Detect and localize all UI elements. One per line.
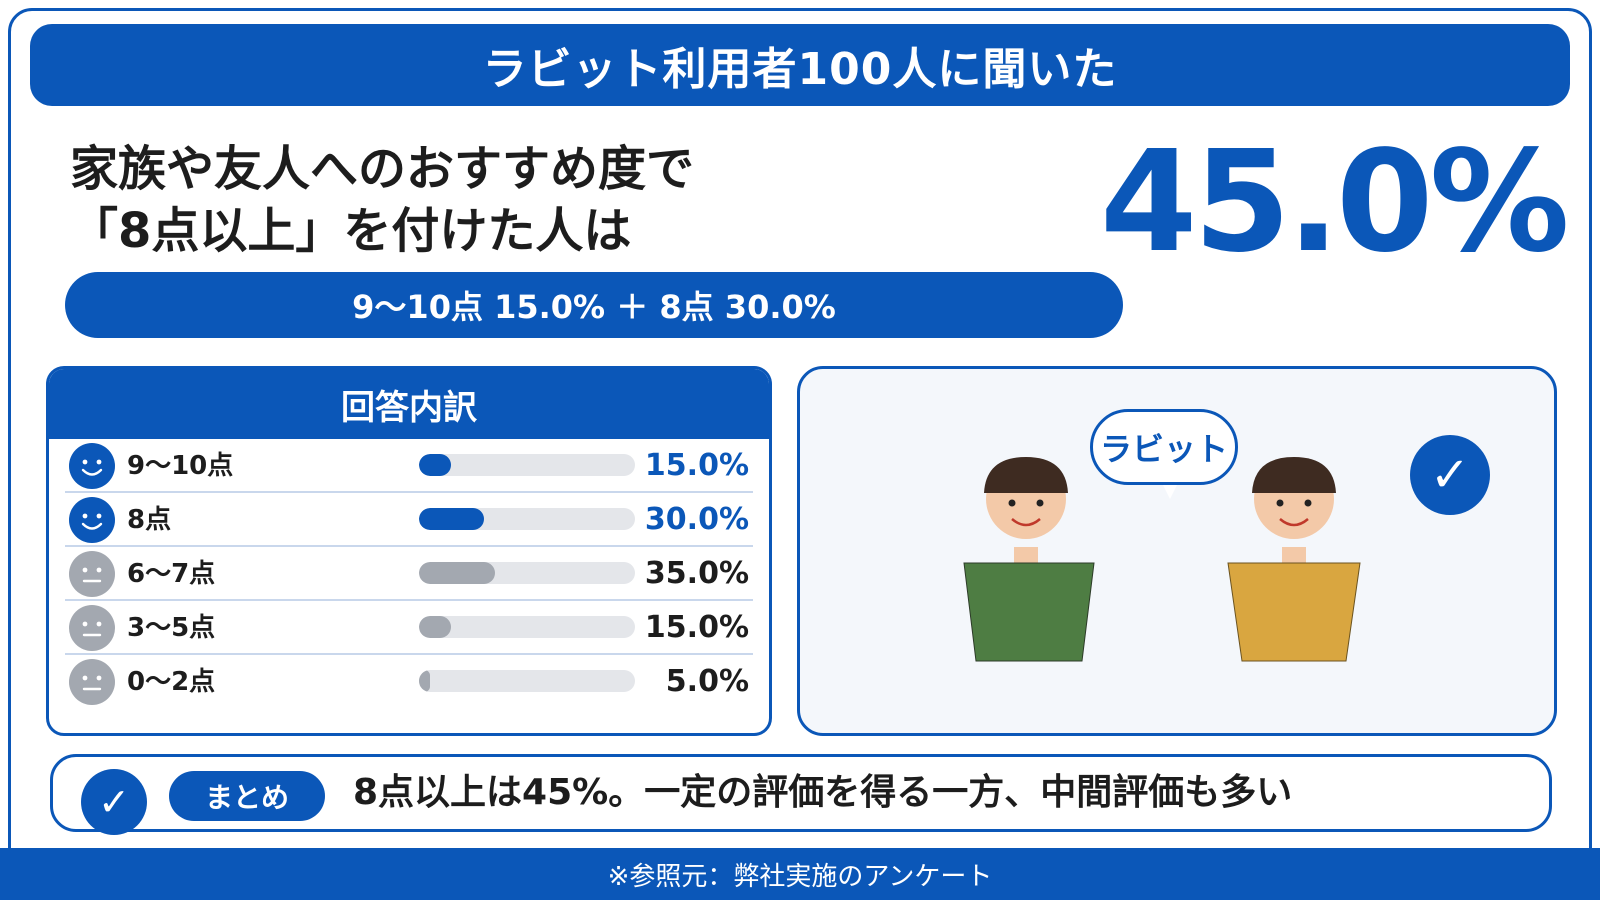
bar-track [419,562,635,584]
headline: 家族や友人へのおすすめ度で 「8点以上」を付けた人は [70,138,1110,262]
breakdown-row: 3〜5点 15.0% [65,601,753,655]
title-banner: ラビット利用者100人に聞いた [30,24,1570,106]
summary-text: 8点以上は45%。一定の評価を得る一方、中間評価も多い [353,772,1293,813]
check-icon: ✓ [1410,435,1490,515]
bubble-tail [1162,483,1178,499]
value-label: 15.0% [644,610,749,645]
smile-face-icon [69,497,115,543]
speech-bubble-label: ラビット [1099,430,1228,468]
footer-source-text: ※参照元：弊社実施のアンケート [607,861,993,892]
smile-face-icon [69,443,115,489]
bar-fill [419,562,495,584]
breakdown-row: 0〜2点 5.0% [65,655,753,709]
person-right [1227,457,1361,662]
person-right-hair [1252,457,1336,493]
bar-track [419,616,635,638]
bar-track [419,508,635,530]
bar-fill [419,454,452,476]
bar-fill [419,616,452,638]
summary-tag-label: まとめ [204,781,289,814]
person-left-hair [984,457,1068,493]
category-label: 8点 [127,505,172,535]
summary-bar: ✓ まとめ 8点以上は45%。一定の評価を得る一方、中間評価も多い [50,754,1552,835]
headline-line-1: 家族や友人へのおすすめ度で [70,141,695,197]
breakdown-panel: 回答内訳 9〜10点 15.0% 8点 30.0% 6〜7点 35.0% 3〜5点 15.0%… [46,366,772,736]
neutral-face-icon [69,551,115,597]
person-right-eye-left [1276,499,1284,507]
breakdown-row: 9〜10点 15.0% [65,439,753,493]
breakdown-sum-pill: 9〜10点 15.0% ＋ 8点 30.0% [65,272,1123,338]
breakdown-sum-text: 9〜10点 15.0% ＋ 8点 30.0% [352,288,836,326]
value-label: 15.0% [644,448,749,483]
speech-bubble: ラビット [1090,409,1238,485]
breakdown-header: 回答内訳 [49,369,769,439]
breakdown-row: 8点 30.0% [65,493,753,547]
person-left-body [963,562,1095,662]
people-illustration [963,457,1361,662]
person-left-eye-right [1036,499,1044,507]
summary-check-icon: ✓ [81,769,147,835]
summary-tag: まとめ [169,771,325,821]
page-title: ラビット利用者100人に聞いた [482,44,1118,95]
category-label: 3〜5点 [127,613,216,643]
person-right-body [1227,562,1361,662]
value-label: 5.0% [665,664,749,699]
bar-fill [419,508,484,530]
bar-track [419,454,635,476]
neutral-face-icon [69,605,115,651]
breakdown-rows: 9〜10点 15.0% 8点 30.0% 6〜7点 35.0% 3〜5点 15.0% 0〜2点 5… [49,439,769,709]
headline-line-2: 「8点以上」を付けた人は [70,203,632,259]
bar-track [419,670,635,692]
category-label: 6〜7点 [127,559,216,589]
person-right-smile [1279,518,1309,527]
breakdown-title: 回答内訳 [341,387,477,428]
highlight-percentage: 45.0% [1100,121,1570,284]
value-label: 35.0% [644,556,749,591]
category-label: 0〜2点 [127,667,216,697]
value-label: 30.0% [644,502,749,537]
person-left-smile [1011,518,1041,527]
neutral-face-icon [69,659,115,705]
bar-fill [419,670,430,692]
person-right-eye-right [1304,499,1312,507]
illustration-panel: ラビット ✓ [797,366,1557,736]
breakdown-row: 6〜7点 35.0% [65,547,753,601]
person-left-eye-left [1008,499,1016,507]
person-left [963,457,1095,662]
footer-source: ※参照元：弊社実施のアンケート [0,848,1600,900]
category-label: 9〜10点 [127,451,234,481]
